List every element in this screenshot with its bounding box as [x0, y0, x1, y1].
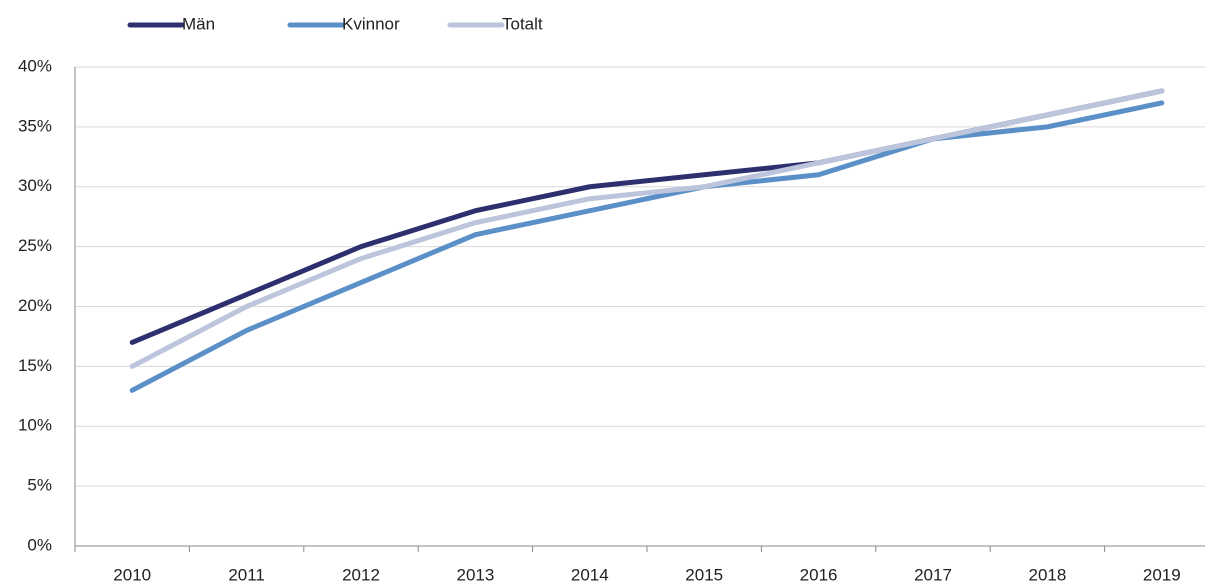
y-tick-label: 15% [18, 356, 52, 375]
x-tick-label: 2014 [571, 565, 609, 584]
x-tick-label: 2015 [685, 565, 723, 584]
x-tick-label: 2018 [1028, 565, 1066, 584]
y-tick-label: 25% [18, 236, 52, 255]
y-tick-label: 0% [27, 535, 52, 554]
legend-label: Män [182, 14, 215, 33]
y-tick-label: 40% [18, 56, 52, 75]
x-tick-label: 2016 [800, 565, 838, 584]
x-tick-label: 2017 [914, 565, 952, 584]
x-tick-label: 2012 [342, 565, 380, 584]
series-line [129, 100, 1165, 393]
y-tick-label: 5% [27, 476, 52, 495]
y-tick-label: 20% [18, 296, 52, 315]
series-line [129, 88, 1165, 369]
legend-label: Totalt [502, 14, 543, 33]
x-tick-label: 2011 [228, 565, 265, 584]
y-tick-label: 35% [18, 116, 52, 135]
legend-label: Kvinnor [342, 14, 400, 33]
y-tick-label: 10% [18, 416, 52, 435]
y-tick-label: 30% [18, 176, 52, 195]
x-tick-label: 2019 [1143, 565, 1181, 584]
x-tick-label: 2010 [113, 565, 151, 584]
x-tick-label: 2013 [456, 565, 494, 584]
